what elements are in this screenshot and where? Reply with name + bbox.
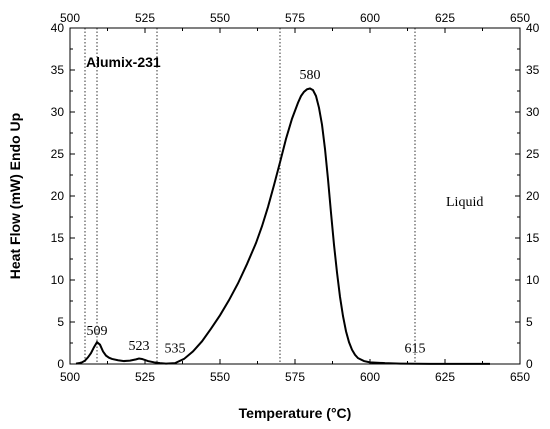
x-tick-label-bottom: 525 bbox=[135, 370, 155, 384]
peak-label-535: 535 bbox=[165, 342, 186, 357]
x-tick-label-bottom: 500 bbox=[60, 370, 80, 384]
y-tick-label-right: 20 bbox=[526, 189, 540, 203]
y-tick-label-right: 10 bbox=[526, 273, 540, 287]
y-tick-label-right: 35 bbox=[526, 63, 540, 77]
peak-label-523: 523 bbox=[129, 339, 150, 354]
y-tick-label-right: 0 bbox=[526, 357, 533, 371]
x-tick-label-bottom: 600 bbox=[360, 370, 380, 384]
x-tick-label-top: 625 bbox=[435, 11, 455, 25]
peak-label-509: 509 bbox=[87, 324, 108, 339]
y-tick-label-left: 25 bbox=[51, 147, 65, 161]
y-tick-label-right: 30 bbox=[526, 105, 540, 119]
x-tick-label-top: 500 bbox=[60, 11, 80, 25]
y-tick-label-left: 35 bbox=[51, 63, 65, 77]
reference-lines bbox=[84, 28, 416, 364]
y-tick-label-right: 15 bbox=[526, 231, 540, 245]
y-tick-label-left: 5 bbox=[57, 315, 64, 329]
x-tick-label-top: 525 bbox=[135, 11, 155, 25]
x-tick-label-bottom: 625 bbox=[435, 370, 455, 384]
peak-label-615: 615 bbox=[405, 342, 426, 357]
sample-label: Alumix-231 bbox=[86, 54, 161, 70]
peak-label-580: 580 bbox=[300, 68, 321, 83]
x-tick-label-top: 650 bbox=[510, 11, 530, 25]
y-tick-label-left: 0 bbox=[57, 357, 64, 371]
x-tick-label-top: 575 bbox=[285, 11, 305, 25]
heat-flow-curve bbox=[75, 87, 490, 365]
y-tick-label-left: 30 bbox=[51, 105, 65, 119]
y-tick-label-left: 10 bbox=[51, 273, 65, 287]
x-tick-label-bottom: 550 bbox=[210, 370, 230, 384]
x-tick-label-top: 550 bbox=[210, 11, 230, 25]
y-tick-label-left: 15 bbox=[51, 231, 65, 245]
x-tick-label-top: 600 bbox=[360, 11, 380, 25]
x-tick-label-bottom: 650 bbox=[510, 370, 530, 384]
peak-annotations: 509 523 535 580 615 bbox=[87, 68, 426, 357]
axis-ticks bbox=[69, 27, 521, 365]
phase-label: Liquid bbox=[446, 195, 483, 210]
y-tick-label-left: 20 bbox=[51, 189, 65, 203]
x-tick-label-bottom: 575 bbox=[285, 370, 305, 384]
x-axis-title: Temperature (°C) bbox=[239, 405, 352, 421]
axis-tick-labels: 5005005255255505505755756006006256256506… bbox=[51, 11, 540, 384]
y-tick-label-right: 5 bbox=[526, 315, 533, 329]
y-tick-label-right: 25 bbox=[526, 147, 540, 161]
y-axis-title: Heat Flow (mW) Endo Up bbox=[7, 113, 23, 279]
y-tick-label-left: 40 bbox=[51, 21, 65, 35]
y-tick-label-right: 40 bbox=[526, 21, 540, 35]
